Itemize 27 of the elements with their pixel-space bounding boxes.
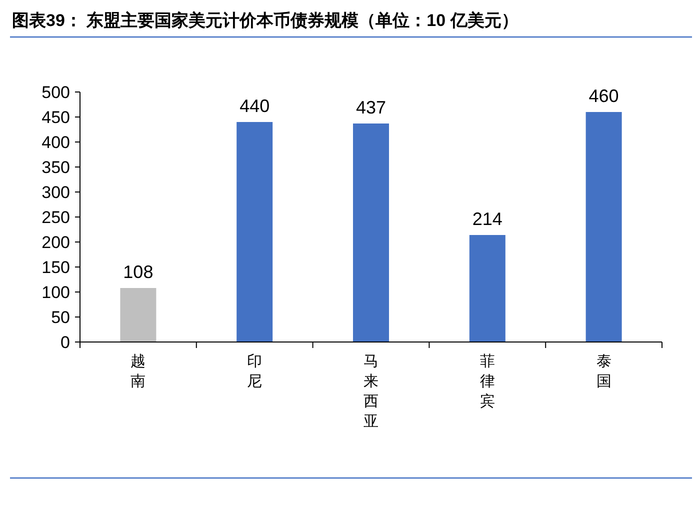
y-tick-label: 400 xyxy=(42,133,70,152)
data-label: 437 xyxy=(356,98,386,118)
y-tick-label: 250 xyxy=(42,208,70,227)
bar xyxy=(353,124,389,342)
data-label: 460 xyxy=(588,86,619,106)
y-tick-label: 150 xyxy=(42,258,70,277)
bar xyxy=(120,288,156,342)
data-label: 214 xyxy=(472,209,502,229)
y-tick-label: 100 xyxy=(42,283,70,302)
y-tick-label: 50 xyxy=(51,308,70,327)
bar xyxy=(586,112,622,342)
x-tick-label: 马来西亚 xyxy=(364,353,378,430)
y-tick-label: 300 xyxy=(42,183,70,202)
y-tick-label: 0 xyxy=(60,333,70,352)
chart-title: 图表39： 东盟主要国家美元计价本币债券规模（单位：10 亿美元） xyxy=(12,11,518,30)
x-tick-label: 泰国 xyxy=(596,353,612,390)
x-tick-label: 菲律宾 xyxy=(480,353,495,410)
y-tick-label: 200 xyxy=(42,233,70,252)
x-tick-label: 越南 xyxy=(130,353,146,390)
x-tick-label: 印尼 xyxy=(247,353,262,390)
bar xyxy=(469,235,506,342)
data-label: 440 xyxy=(240,96,270,116)
y-tick-label: 450 xyxy=(42,108,70,127)
data-label: 108 xyxy=(123,262,154,282)
y-tick-label: 350 xyxy=(42,158,70,177)
bar xyxy=(236,122,273,342)
y-tick-label: 500 xyxy=(42,83,70,102)
